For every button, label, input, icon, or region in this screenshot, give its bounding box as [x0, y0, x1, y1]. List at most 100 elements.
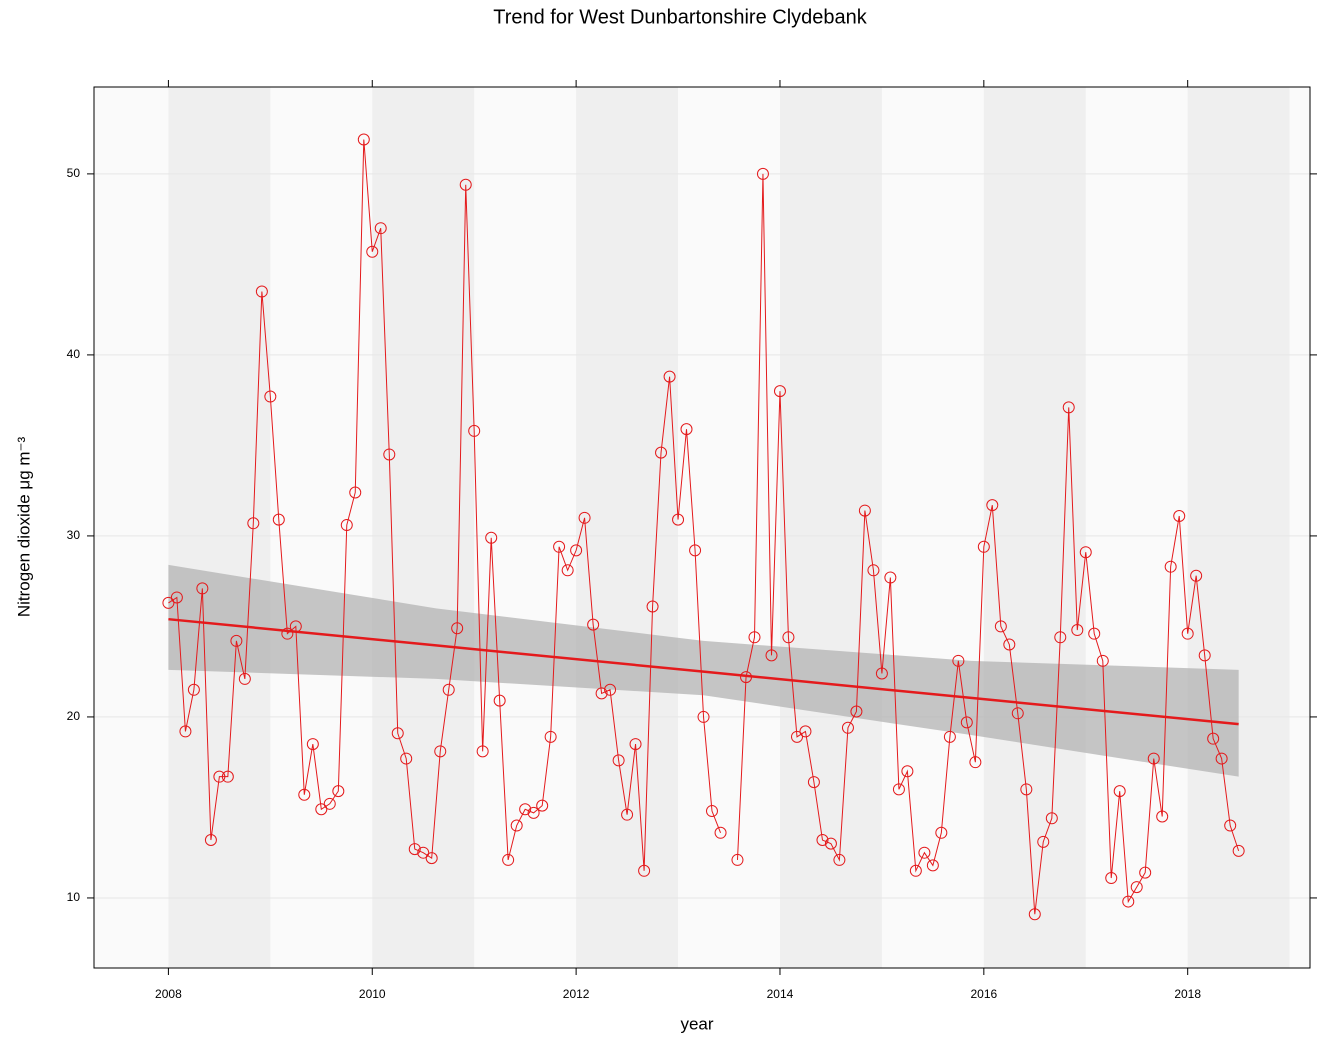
data-point	[179, 725, 192, 738]
data-point	[213, 770, 226, 783]
data-point	[714, 826, 727, 839]
data-point	[1130, 881, 1143, 894]
y-tick-label: 30	[67, 528, 81, 542]
data-point	[1079, 546, 1092, 559]
data-point	[646, 600, 659, 613]
data-point	[340, 519, 353, 532]
data-point	[1215, 752, 1228, 765]
x-tick-label: 2016	[970, 987, 997, 1001]
data-point	[1198, 649, 1211, 662]
data-point	[773, 385, 786, 398]
data-point	[323, 797, 336, 810]
data-point	[638, 864, 651, 877]
data-point	[281, 627, 294, 640]
data-point	[867, 564, 880, 577]
data-point	[884, 571, 897, 584]
data-point	[315, 803, 328, 816]
data-point	[604, 683, 617, 696]
data-point	[374, 222, 387, 235]
data-point	[935, 826, 948, 839]
data-point	[264, 390, 277, 403]
plot-background	[94, 87, 1310, 968]
data-point	[689, 544, 702, 557]
data-point	[841, 721, 854, 734]
data-point	[1147, 752, 1160, 765]
data-point	[1096, 654, 1109, 667]
data-point	[1122, 895, 1135, 908]
data-point	[892, 783, 905, 796]
data-point	[1003, 638, 1016, 651]
data-point	[417, 846, 430, 859]
data-point	[663, 370, 676, 383]
data-point	[875, 667, 888, 680]
data-point	[502, 853, 515, 866]
data-point	[1207, 732, 1220, 745]
data-point	[434, 745, 447, 758]
data-point	[1062, 401, 1075, 414]
y-tick-label: 20	[67, 709, 81, 723]
data-point	[697, 710, 710, 723]
data-point	[926, 859, 939, 872]
data-point	[332, 785, 345, 798]
data-point	[519, 803, 532, 816]
data-point	[425, 852, 438, 865]
data-point	[561, 564, 574, 577]
data-point	[1020, 783, 1033, 796]
data-point	[756, 167, 769, 180]
data-point	[451, 622, 464, 635]
data-point	[1113, 785, 1126, 798]
data-point	[807, 776, 820, 789]
data-point	[400, 752, 413, 765]
data-point	[442, 683, 455, 696]
plot-frame	[93, 86, 1311, 969]
data-point	[1156, 810, 1169, 823]
data-point	[960, 716, 973, 729]
data-point	[196, 582, 209, 595]
y-axis-label: Nitrogen dioxide μg m⁻³	[14, 436, 33, 617]
data-point	[289, 620, 302, 633]
data-point	[1139, 866, 1152, 879]
data-point	[162, 596, 175, 609]
data-point	[170, 591, 183, 604]
year-shade	[779, 87, 882, 968]
data-point	[1037, 835, 1050, 848]
data-point	[1173, 510, 1186, 523]
data-point	[383, 448, 396, 461]
x-tick-label: 2018	[1174, 987, 1201, 1001]
data-point	[1105, 872, 1118, 885]
year-shade	[168, 87, 271, 968]
year-shade	[576, 87, 679, 968]
data-point	[255, 285, 268, 298]
data-point	[391, 727, 404, 740]
data-point	[238, 672, 251, 685]
data-point	[298, 788, 311, 801]
data-point	[629, 738, 642, 751]
y-tick-label: 40	[67, 347, 81, 361]
data-point	[468, 424, 481, 437]
data-point	[1181, 627, 1194, 640]
data-point	[578, 511, 591, 524]
y-tick-label: 50	[67, 166, 81, 180]
data-point	[493, 694, 506, 707]
data-point	[672, 513, 685, 526]
chart-title: Trend for West Dunbartonshire Clydebank	[493, 6, 868, 28]
data-point	[306, 738, 319, 751]
data-point	[909, 864, 922, 877]
data-point	[901, 765, 914, 778]
data-point	[221, 770, 234, 783]
data-point	[570, 544, 583, 557]
data-point	[485, 531, 498, 544]
data-point	[816, 834, 829, 847]
data-point	[943, 730, 956, 743]
data-point	[918, 846, 931, 859]
data-point	[476, 745, 489, 758]
data-point	[799, 725, 812, 738]
data-point	[655, 446, 668, 459]
data-point	[1045, 812, 1058, 825]
data-point	[349, 486, 362, 499]
data-point	[459, 178, 472, 191]
data-point	[969, 756, 982, 769]
data-point	[824, 837, 837, 850]
data-point	[1224, 819, 1237, 832]
